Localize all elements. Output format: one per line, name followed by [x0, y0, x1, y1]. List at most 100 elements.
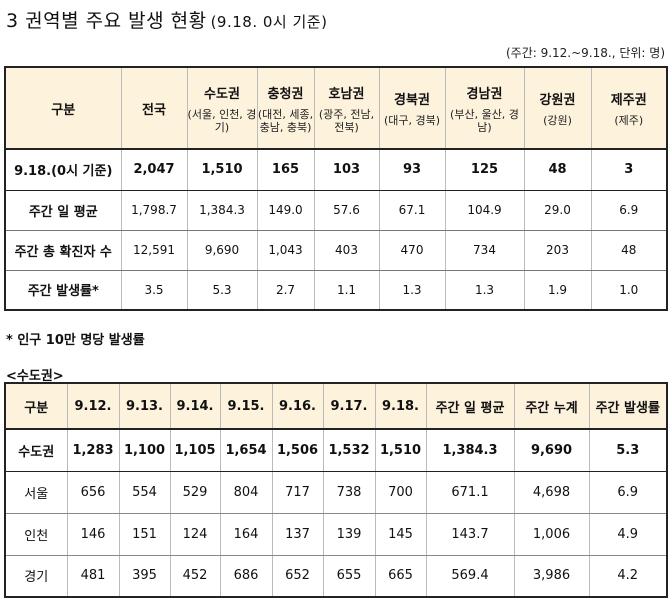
table-cell: 57.6 — [314, 190, 380, 231]
table-cell: 1,100 — [119, 428, 171, 472]
region-subareas: (광주, 전남, 전북) — [318, 107, 375, 134]
table-row: 수도권 1,283 1,100 1,105 1,654 1,506 1,532 … — [5, 428, 667, 472]
table-cell: 656 — [67, 471, 120, 514]
table-cell: 1,532 — [323, 428, 376, 472]
row-label: 주간 총 확진자 수 — [5, 230, 122, 271]
footnote: * 인구 10만 명당 발생률 — [6, 333, 145, 348]
table-cell: 203 — [524, 230, 592, 271]
table-cell: 1.3 — [379, 270, 446, 310]
table-cell: 151 — [119, 513, 171, 556]
table-cell: 125 — [445, 148, 525, 191]
table-cell: 9,690 — [187, 230, 258, 271]
header-cell: 9.18. — [375, 383, 427, 429]
header-cell: 9.12. — [67, 383, 120, 429]
table-cell: 1,283 — [67, 428, 120, 472]
table-cell: 395 — [119, 555, 171, 597]
title-main: 3 권역별 주요 발생 현황 — [6, 10, 207, 32]
header-cell: 주간 일 평균 — [426, 383, 515, 429]
table-cell: 146 — [67, 513, 120, 556]
table-cell: 165 — [257, 148, 315, 191]
table-row: 경기 481 395 452 686 652 655 665 569.4 3,9… — [5, 555, 667, 597]
table-cell: 652 — [272, 555, 324, 597]
region-subareas: (서울, 인천, 경기) — [187, 107, 257, 134]
header-cell: 주간 발생률 — [589, 383, 667, 429]
table-cell: 1.3 — [445, 270, 525, 310]
region-subareas: (강원) — [543, 114, 572, 127]
table-cell: 738 — [323, 471, 376, 514]
table-cell: 67.1 — [379, 190, 446, 231]
table-cell: 554 — [119, 471, 171, 514]
table-cell: 734 — [445, 230, 525, 271]
row-label: 서울 — [5, 471, 68, 514]
table-cell: 48 — [591, 230, 667, 271]
regional-summary-table: 구분 전국 수도권 (서울, 인천, 경기) 충청권 (대전, 세종, 충남, 충북… — [4, 66, 668, 311]
header-category: 구분 — [5, 67, 122, 149]
table-cell: 1,510 — [375, 428, 427, 472]
header-region: 경북권 (대구, 경북) — [379, 67, 446, 149]
header-region: 제주권 (제주) — [591, 67, 667, 149]
table-row: 인천 146 151 124 164 137 139 145 143.7 1,0… — [5, 513, 667, 556]
table-cell: 1,105 — [170, 428, 221, 472]
table-cell: 29.0 — [524, 190, 592, 231]
table-cell: 470 — [379, 230, 446, 271]
table-row: 9.18.(0시 기준) 2,047 1,510 165 103 93 125 … — [5, 148, 667, 191]
unit-note: (주간: 9.12.~9.18., 단위: 명) — [505, 46, 665, 60]
table-cell: 6.9 — [591, 190, 667, 231]
region-subareas: (제주) — [614, 114, 644, 127]
row-label: 주간 발생률* — [5, 270, 122, 310]
table-cell: 104.9 — [445, 190, 525, 231]
table-cell: 1,043 — [257, 230, 315, 271]
table-cell: 4.2 — [617, 568, 639, 584]
table-cell: 48 — [524, 148, 592, 191]
region-subareas: (부산, 울산, 경남) — [450, 107, 519, 134]
region-name: 제주권 — [610, 93, 647, 108]
region-name: 충청권 — [267, 86, 304, 102]
document-title: 3 권역별 주요 발생 현황 (9.18. 0시 기준) — [6, 6, 327, 33]
table-cell: 655 — [323, 555, 376, 597]
table-cell: 529 — [170, 471, 221, 514]
header-cell: 9.16. — [272, 383, 324, 429]
table-cell: 686 — [220, 555, 273, 597]
region-name: 경남권 — [466, 86, 503, 102]
table-cell: 3,986 — [514, 555, 590, 597]
table-cell: 164 — [220, 513, 273, 556]
table-cell: 124 — [170, 513, 221, 556]
title-subtitle: (9.18. 0시 기준) — [210, 13, 328, 31]
table-cell: 149.0 — [257, 190, 315, 231]
table-header-row: 구분 9.12. 9.13. 9.14. 9.15. 9.16. 9.17. 9… — [5, 383, 667, 429]
table-cell: 137 — [272, 513, 324, 556]
table-cell: 804 — [220, 471, 273, 514]
header-region: 충청권 (대전, 세종, 충남, 충북) — [257, 67, 315, 149]
row-label: 수도권 — [5, 428, 68, 472]
region-subareas: (대구, 경북) — [383, 114, 441, 127]
table-cell: 3 — [591, 148, 667, 191]
table-cell: 481 — [67, 555, 120, 597]
row-label: 인천 — [5, 513, 68, 556]
capital-region-table: 구분 9.12. 9.13. 9.14. 9.15. 9.16. 9.17. 9… — [4, 382, 668, 598]
table-cell: 4.9 — [589, 513, 667, 556]
table-cell: 717 — [272, 471, 324, 514]
header-national: 전국 — [121, 67, 188, 149]
table-cell: 93 — [379, 148, 446, 191]
table-cell: 1,798.7 — [121, 190, 188, 231]
table-row: 주간 총 확진자 수 12,591 9,690 1,043 403 470 73… — [5, 230, 667, 271]
table-cell: 1.9 — [524, 270, 592, 310]
header-cell: 9.17. — [323, 383, 376, 429]
table-cell: 139 — [323, 513, 376, 556]
table-cell: 665 — [375, 555, 427, 597]
table-cell: 4,698 — [514, 471, 590, 514]
table-cell: 145 — [375, 513, 427, 556]
header-cell: 구분 — [5, 383, 68, 429]
header-region: 경남권 (부산, 울산, 경남) — [445, 67, 525, 149]
region-name: 강원권 — [539, 93, 576, 108]
table-header-row: 구분 전국 수도권 (서울, 인천, 경기) 충청권 (대전, 세종, 충남, 충북… — [5, 67, 667, 149]
table-cell: 9,690 — [514, 428, 590, 472]
table-cell: 700 — [375, 471, 427, 514]
region-subareas: (대전, 세종, 충남, 충북) — [257, 107, 314, 134]
table-cell: 3.5 — [121, 270, 188, 310]
region-name: 수도권 — [204, 86, 240, 102]
table-cell: 143.7 — [426, 513, 515, 556]
section-label: <수도권> — [6, 369, 64, 384]
table-cell: 1.0 — [619, 282, 639, 297]
header-region: 수도권 (서울, 인천, 경기) — [187, 67, 258, 149]
